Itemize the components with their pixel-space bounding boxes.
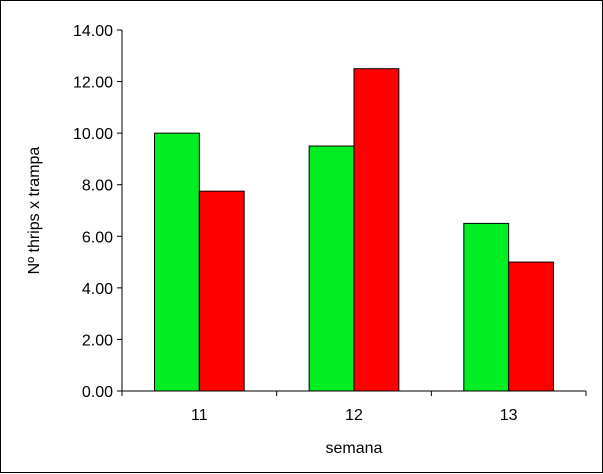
x-tick-label: 13 bbox=[500, 407, 518, 424]
y-tick-label: 2.00 bbox=[82, 332, 113, 349]
y-tick-label: 12.00 bbox=[73, 75, 113, 92]
y-tick-label: 14.00 bbox=[73, 23, 113, 40]
y-tick-label: 10.00 bbox=[73, 126, 113, 143]
x-axis-ticks: 11 12 13 bbox=[121, 391, 587, 424]
bars-layer bbox=[153, 68, 555, 392]
y-axis-ticks: 0.00 2.00 4.00 6.00 8.00 10.00 12.00 14.00 bbox=[73, 23, 122, 401]
x-tick-label: 12 bbox=[345, 407, 363, 424]
y-axis-title: Nº thrips x trampa bbox=[26, 147, 43, 275]
y-tick-label: 4.00 bbox=[82, 281, 113, 298]
bar bbox=[353, 68, 400, 392]
bar bbox=[198, 190, 245, 392]
bar bbox=[508, 261, 555, 392]
y-tick-label: 0.00 bbox=[82, 384, 113, 401]
y-tick-label: 8.00 bbox=[82, 178, 113, 195]
y-tick-label: 6.00 bbox=[82, 229, 113, 246]
bar bbox=[308, 145, 355, 392]
x-axis-title: semana bbox=[326, 440, 383, 457]
bar bbox=[153, 132, 200, 392]
bar bbox=[463, 222, 510, 392]
x-tick-label: 11 bbox=[191, 407, 208, 424]
